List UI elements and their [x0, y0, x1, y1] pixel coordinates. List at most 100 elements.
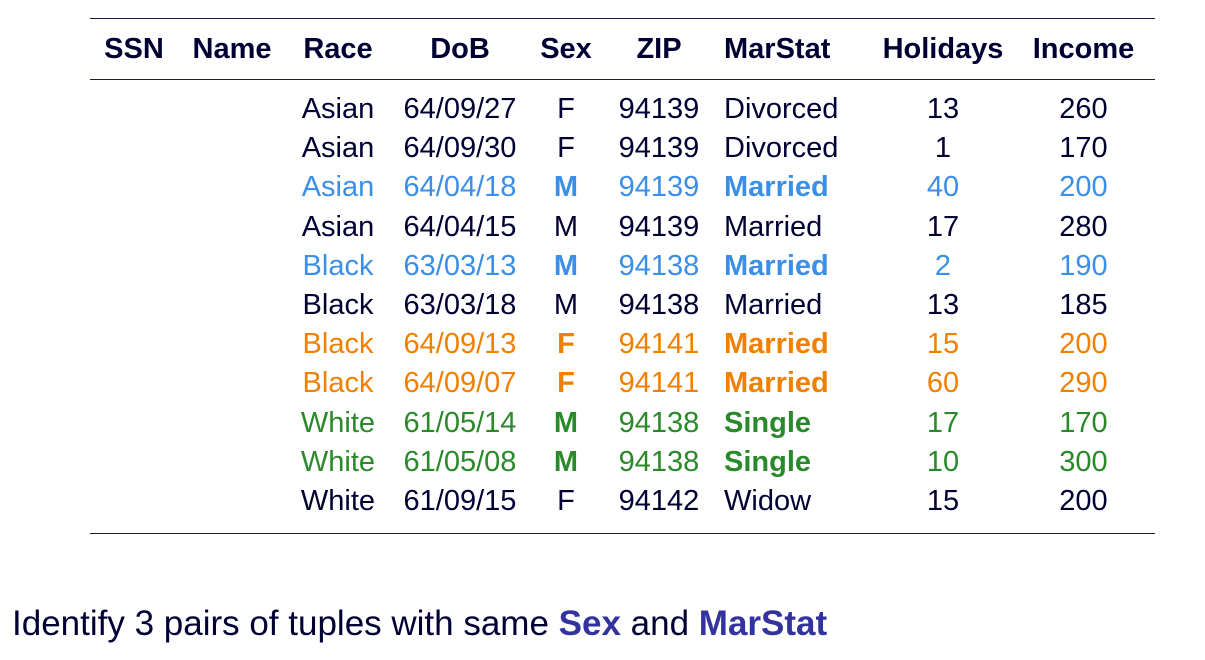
cell-holidays: 17	[926, 406, 960, 439]
cell-zip: 94139	[618, 210, 700, 243]
table-row: Asian 64/09/27 F 94139 Divorced 13 260	[90, 80, 1155, 129]
cell-marstat: Married	[724, 210, 823, 243]
caption-prefix: Identify 3 pairs of tuples with same	[12, 604, 559, 643]
cell-marstat: Married	[724, 328, 829, 361]
table-row: Black 63/03/13 M 94138 Married 2 190	[90, 247, 1155, 286]
cell-race: Asian	[301, 171, 375, 204]
cell-zip: 94138	[618, 406, 700, 439]
cell-sex: M	[553, 406, 579, 439]
header-zip: ZIP	[636, 32, 682, 65]
cell-income: 200	[1059, 328, 1108, 361]
cell-race: White	[300, 445, 376, 478]
caption-field-marstat: MarStat	[698, 604, 828, 643]
cell-zip: 94138	[618, 445, 700, 478]
cell-holidays: 60	[926, 367, 960, 400]
cell-race: Black	[302, 289, 374, 322]
data-table: SSN Name Race DoB Sex ZIP MarStat Holida…	[90, 19, 1155, 533]
data-table-container: SSN Name Race DoB Sex ZIP MarStat Holida…	[90, 18, 1155, 535]
table-row: White 61/09/15 F 94142 Widow 15 200	[90, 482, 1155, 533]
table-row: White 61/05/14 M 94138 Single 17 170	[90, 404, 1155, 443]
cell-holidays: 13	[926, 289, 960, 322]
cell-ssn	[90, 168, 178, 207]
cell-name	[178, 286, 286, 325]
caption-middle: and	[620, 604, 699, 643]
header-holidays: Holidays	[882, 32, 1004, 65]
header-rule	[90, 79, 1155, 80]
header-income: Income	[1032, 32, 1135, 65]
cell-holidays: 40	[926, 171, 960, 204]
cell-dob: 64/09/13	[403, 328, 517, 361]
cell-dob: 63/03/13	[403, 249, 517, 282]
bottom-rule	[90, 533, 1155, 535]
cell-income: 170	[1059, 406, 1108, 439]
cell-zip: 94139	[618, 93, 700, 126]
header-dob: DoB	[430, 32, 490, 65]
cell-income: 290	[1059, 367, 1108, 400]
cell-ssn	[90, 404, 178, 443]
cell-race: Black	[302, 367, 374, 400]
table-header-row: SSN Name Race DoB Sex ZIP MarStat Holida…	[90, 19, 1155, 79]
table-row: Black 64/09/07 F 94141 Married 60 290	[90, 364, 1155, 403]
cell-name	[178, 364, 286, 403]
cell-zip: 94138	[618, 249, 700, 282]
cell-race: White	[300, 484, 376, 517]
caption-field-sex: Sex	[558, 604, 621, 643]
cell-ssn	[90, 482, 178, 533]
cell-dob: 64/09/30	[403, 132, 517, 165]
cell-dob: 64/09/07	[403, 367, 517, 400]
cell-sex: M	[553, 445, 579, 478]
cell-zip: 94141	[618, 328, 700, 361]
cell-sex: M	[553, 249, 579, 282]
cell-marstat: Divorced	[724, 132, 839, 165]
cell-sex: F	[557, 93, 575, 126]
cell-income: 300	[1059, 445, 1108, 478]
table-row: White 61/05/08 M 94138 Single 10 300	[90, 443, 1155, 482]
cell-sex: M	[553, 289, 579, 322]
cell-ssn	[90, 364, 178, 403]
cell-marstat: Married	[724, 367, 829, 400]
cell-holidays: 15	[926, 484, 960, 517]
cell-income: 200	[1059, 484, 1108, 517]
cell-zip: 94139	[618, 132, 700, 165]
cell-name	[178, 80, 286, 129]
cell-name	[178, 129, 286, 168]
cell-name	[178, 482, 286, 533]
cell-ssn	[90, 80, 178, 129]
cell-holidays: 13	[926, 93, 960, 126]
cell-dob: 63/03/18	[403, 289, 517, 322]
cell-zip: 94138	[618, 289, 700, 322]
cell-marstat: Divorced	[724, 93, 839, 126]
cell-ssn	[90, 325, 178, 364]
cell-dob: 61/05/08	[403, 445, 517, 478]
cell-holidays: 1	[934, 132, 952, 165]
cell-name	[178, 208, 286, 247]
cell-sex: M	[553, 210, 579, 243]
cell-zip: 94139	[618, 171, 700, 204]
cell-holidays: 17	[926, 210, 960, 243]
cell-sex: M	[553, 171, 579, 204]
cell-income: 280	[1059, 210, 1108, 243]
cell-marstat: Married	[724, 249, 829, 282]
cell-holidays: 10	[926, 445, 960, 478]
top-rule	[90, 18, 1155, 19]
table-row: Asian 64/04/18 M 94139 Married 40 200	[90, 168, 1155, 207]
cell-name	[178, 443, 286, 482]
cell-marstat: Widow	[724, 484, 812, 517]
cell-dob: 64/04/18	[403, 171, 517, 204]
cell-sex: F	[557, 484, 575, 517]
cell-name	[178, 325, 286, 364]
cell-marstat: Single	[724, 445, 812, 478]
cell-race: Asian	[301, 210, 375, 243]
table-row: Black 64/09/13 F 94141 Married 15 200	[90, 325, 1155, 364]
cell-race: Asian	[301, 93, 375, 126]
caption: Identify 3 pairs of tuples with same Sex…	[12, 604, 827, 644]
cell-zip: 94142	[618, 484, 700, 517]
cell-income: 170	[1059, 132, 1108, 165]
table-row: Asian 64/09/30 F 94139 Divorced 1 170	[90, 129, 1155, 168]
header-name: Name	[192, 32, 272, 65]
header-marstat: MarStat	[724, 32, 831, 65]
cell-income: 200	[1059, 171, 1108, 204]
header-sex: Sex	[540, 32, 592, 65]
cell-name	[178, 168, 286, 207]
cell-dob: 64/09/27	[403, 93, 517, 126]
